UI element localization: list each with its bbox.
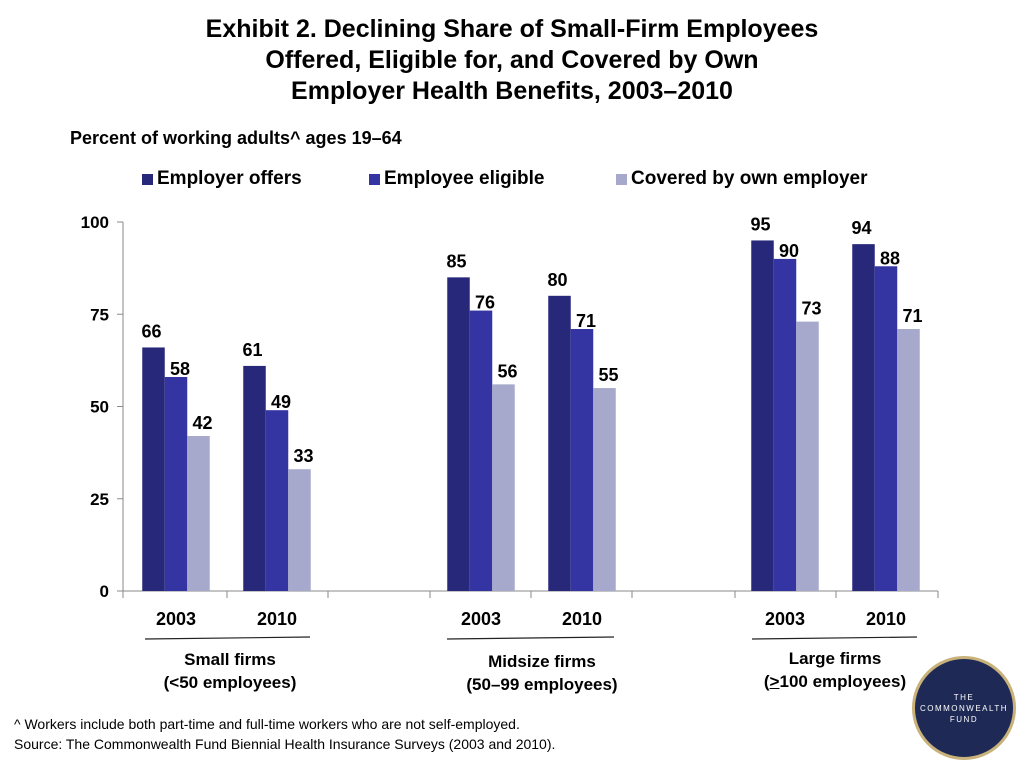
y-tick-label: 100 [81, 213, 109, 232]
bar-employee-eligible [874, 266, 898, 591]
group-label-small-firms: Small firms (<50 employees) [130, 648, 330, 694]
data-label-covered: 73 [801, 299, 821, 319]
chart-title-line-1: Exhibit 2. Declining Share of Small-Firm… [205, 15, 819, 43]
data-label-employer-offers: 85 [446, 251, 466, 271]
x-tick-label: 2010 [866, 609, 906, 629]
data-label-employer-offers: 94 [851, 218, 871, 238]
group-label-midsize-firms-line2: (50–99 employees) [466, 675, 618, 694]
legend-swatch-employee-eligible [369, 173, 380, 185]
bar-covered [593, 388, 616, 591]
bar-employee-eligible [265, 410, 289, 591]
y-tick-label: 25 [90, 490, 109, 509]
data-label-covered: 33 [293, 446, 313, 466]
data-label-employee-eligible: 49 [271, 392, 291, 412]
legend-swatch-covered [616, 173, 627, 185]
legend-label-employee-eligible: Employee eligible [384, 168, 545, 189]
group-bracket-line [446, 636, 615, 640]
data-label-employee-eligible: 88 [880, 248, 900, 268]
y-tick-label: 0 [100, 582, 109, 601]
data-label-covered: 42 [192, 413, 212, 433]
data-label-employer-offers: 80 [547, 270, 567, 290]
bar-employer-offers [852, 244, 875, 591]
data-label-employer-offers: 61 [242, 340, 262, 360]
data-label-employee-eligible: 71 [576, 311, 596, 331]
logo-line-3: FUND [949, 714, 979, 724]
footnotes: ^ Workers include both part-time and ful… [14, 714, 555, 754]
bar-employee-eligible [570, 329, 594, 591]
y-axis-label: Percent of working adults^ ages 19–64 [70, 128, 402, 148]
chart-title-line-3: Employer Health Benefits, 2003–2010 [291, 77, 733, 105]
group-label-small-firms-line2: (<50 employees) [163, 673, 297, 692]
bar-covered [288, 469, 311, 591]
group-label-large-firms-suffix: 100 employees) [779, 672, 907, 691]
chart-title: Exhibit 2. Declining Share of Small-Firm… [0, 14, 1024, 107]
data-label-covered: 55 [598, 365, 618, 385]
data-label-employee-eligible: 76 [475, 293, 495, 313]
chart-title-line-2: Offered, Eligible for, and Covered by Ow… [265, 46, 759, 74]
x-tick-label: 2003 [156, 609, 196, 629]
legend-item-employer-offers: Employer offers [142, 168, 302, 190]
x-tick-label: 2010 [562, 609, 602, 629]
bar-employee-eligible [773, 258, 797, 591]
bar-employer-offers [548, 295, 571, 591]
group-label-large-firms-symbol: > [769, 672, 780, 691]
logo-line-2: COMMONWEALTH [919, 703, 1009, 713]
data-label-employer-offers: 66 [141, 321, 161, 341]
data-label-employee-eligible: 58 [170, 359, 190, 379]
legend-item-employee-eligible: Employee eligible [369, 168, 545, 190]
bar-covered [187, 436, 210, 591]
y-tick-label: 50 [90, 398, 109, 417]
bar-employer-offers [751, 240, 774, 591]
bar-employer-offers [243, 365, 266, 591]
x-tick-label: 2003 [461, 609, 501, 629]
legend-label-employer-offers: Employer offers [157, 168, 302, 189]
group-label-large-firms-line1: Large firms [788, 649, 882, 668]
y-tick-label: 75 [90, 305, 109, 324]
footnote-workers: ^ Workers include both part-time and ful… [14, 716, 520, 732]
bar-employer-offers [447, 277, 470, 591]
data-label-covered: 71 [902, 306, 922, 326]
data-label-employer-offers: 95 [750, 214, 770, 234]
group-label-large-firms-prefix: ( [763, 672, 770, 691]
x-tick-label: 2003 [765, 609, 805, 629]
group-bracket-line [144, 636, 311, 640]
bar-covered [492, 384, 515, 591]
footnote-source: Source: The Commonwealth Fund Biennial H… [14, 736, 556, 752]
legend-label-covered: Covered by own employer [631, 168, 868, 189]
bar-covered [897, 329, 920, 591]
group-label-midsize-firms-line1: Midsize firms [488, 652, 596, 671]
group-label-midsize-firms: Midsize firms (50–99 employees) [432, 650, 652, 696]
bar-employer-offers [142, 347, 165, 591]
logo-line-1: THE [953, 692, 975, 702]
bar-employee-eligible [164, 376, 188, 591]
group-bracket-line [751, 636, 918, 640]
bar-employee-eligible [469, 310, 493, 591]
x-tick-label: 2010 [257, 609, 297, 629]
legend-swatch-employer-offers [142, 173, 153, 185]
group-label-large-firms: Large firms (>100 employees) [740, 647, 930, 693]
data-label-covered: 56 [497, 361, 517, 381]
data-label-employee-eligible: 90 [779, 241, 799, 261]
legend-item-covered: Covered by own employer [616, 168, 868, 190]
group-label-large-firms-line2: (>100 employees) [740, 670, 930, 693]
commonwealth-fund-logo: THE COMMONWEALTH FUND [912, 656, 1016, 760]
group-label-small-firms-line1: Small firms [184, 650, 276, 669]
bar-covered [796, 321, 819, 591]
